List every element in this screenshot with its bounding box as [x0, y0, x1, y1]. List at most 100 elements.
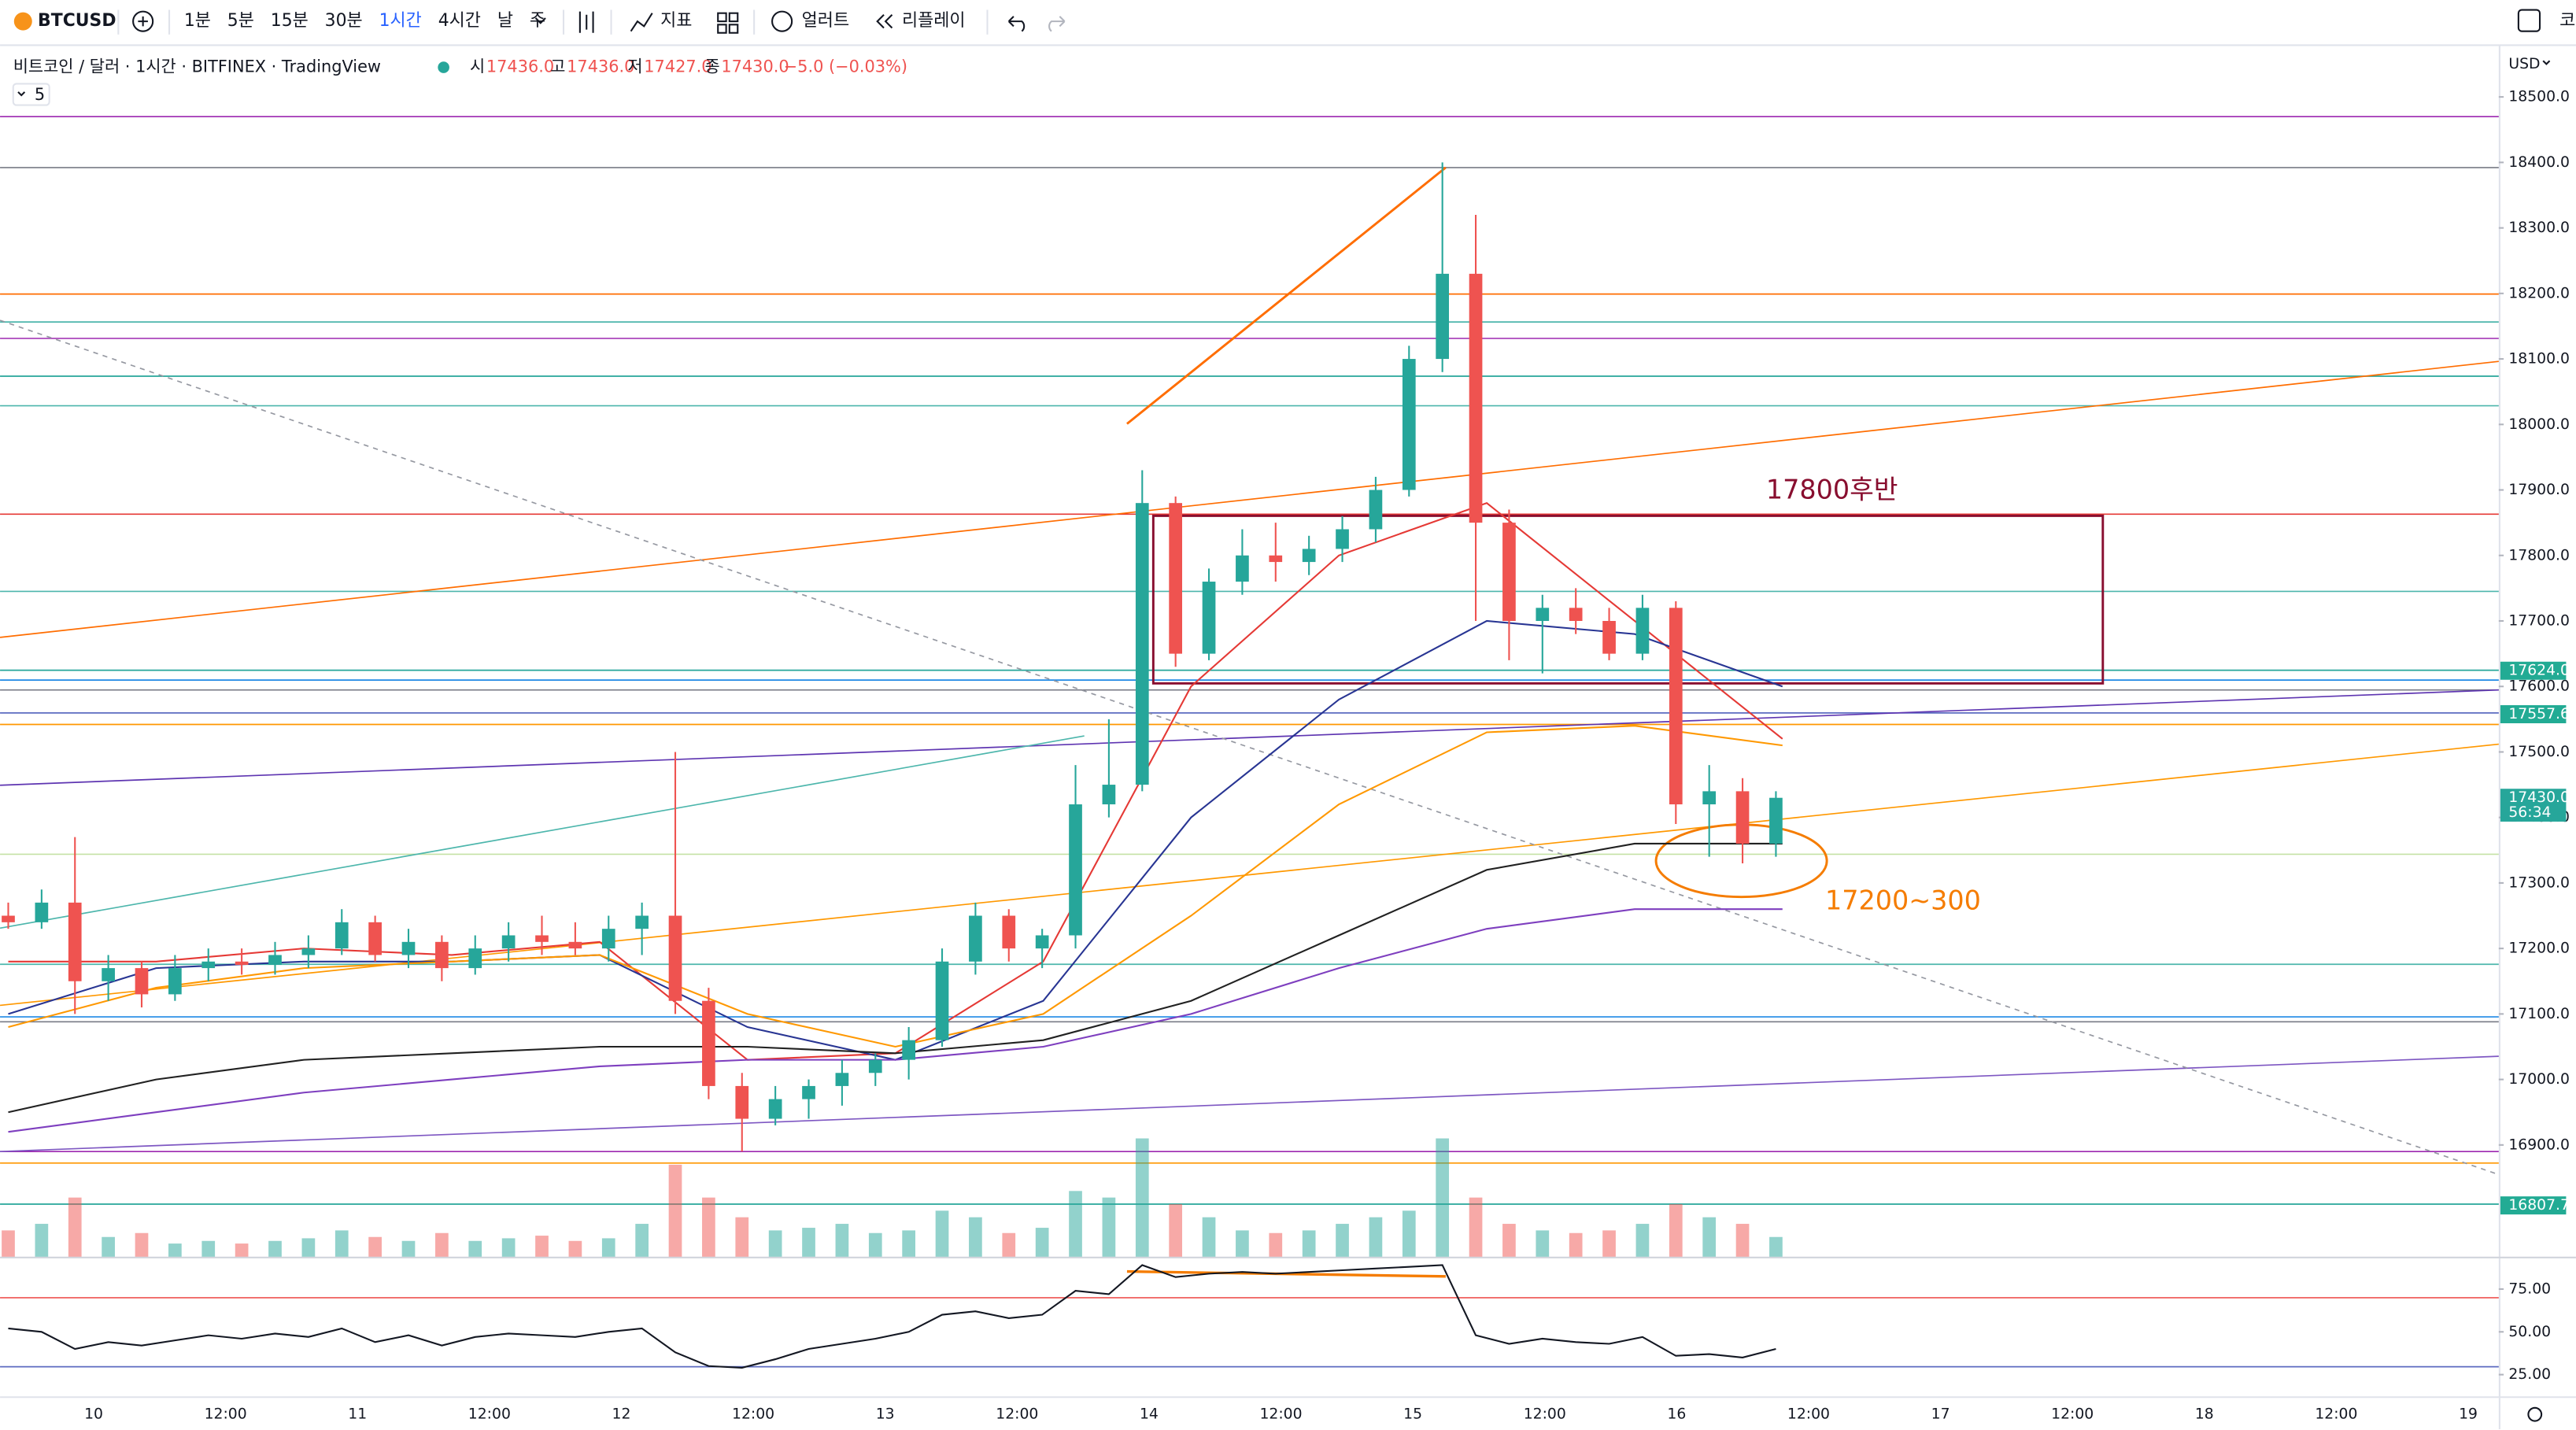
interval-button[interactable]: 1분	[184, 11, 211, 31]
volume-bar	[1669, 1203, 1683, 1257]
interval-group: 1분 5분 15분 30분 1시간 4시간 날 주	[184, 11, 545, 31]
candle-body	[1436, 273, 1450, 360]
x-tick-label: 12:00	[205, 1406, 247, 1423]
y-tick-label: 75.00	[2508, 1280, 2551, 1297]
candle-body	[1302, 549, 1316, 563]
volume-bar	[1402, 1210, 1416, 1257]
candle-body	[1769, 797, 1783, 844]
y-tick-label: 18500.0	[2508, 89, 2570, 105]
candle-body	[601, 929, 615, 949]
volume-bar	[835, 1224, 849, 1257]
price-tag-label: 17557.6	[2508, 706, 2570, 722]
candle-body	[1502, 523, 1516, 621]
volume-bar	[1569, 1232, 1583, 1257]
candle-body	[1569, 608, 1583, 621]
price-tag	[2500, 1196, 2567, 1215]
legend-label: 종	[705, 57, 720, 76]
legend-label: 고	[550, 57, 565, 76]
volume-bar	[501, 1238, 516, 1257]
legend-title: 비트코인 / 달러 · 1시간 · BITFINEX · TradingView	[13, 57, 381, 76]
replay-icon	[876, 14, 893, 29]
candle-body	[668, 915, 682, 1001]
candle-body	[1069, 804, 1082, 936]
x-tick-label: 12:00	[732, 1406, 774, 1423]
volume-bar	[1536, 1230, 1550, 1257]
candle-body	[1269, 555, 1283, 563]
trend-line	[1126, 166, 1447, 425]
symbol[interactable]: BTCUSD	[38, 11, 116, 31]
candle-body	[1536, 608, 1550, 621]
y-tick-label: 18200.0	[2508, 285, 2570, 301]
moving-average	[8, 619, 1783, 1061]
symbol-icon	[13, 12, 32, 31]
candle-body	[635, 915, 649, 929]
chart-type[interactable]	[578, 11, 594, 33]
alert-button[interactable]: 얼러트	[802, 11, 849, 31]
legend-value: 17427.0	[644, 57, 711, 76]
volume-bar	[201, 1240, 216, 1257]
volume-bar	[268, 1240, 282, 1257]
interval-dropdown[interactable]	[534, 17, 546, 24]
y-tick-label: 17900.0	[2508, 482, 2570, 498]
interval-button[interactable]: 4시간	[438, 11, 481, 31]
candle-body	[1669, 608, 1683, 805]
volume-bar	[668, 1164, 682, 1257]
candle-body	[1635, 608, 1650, 654]
interval-button[interactable]: 1시간	[379, 11, 422, 31]
candle-body	[702, 1000, 715, 1086]
y-tick-label: 17300.0	[2508, 874, 2570, 891]
y-tick-label: 18400.0	[2508, 154, 2570, 171]
candle-body	[201, 961, 216, 969]
candle-body	[902, 1040, 915, 1060]
volume-bar	[1769, 1236, 1783, 1257]
volume-bar	[468, 1240, 482, 1257]
interval-button[interactable]: 30분	[325, 11, 363, 31]
x-tick-label: 12:00	[468, 1406, 511, 1423]
volume-bar	[35, 1224, 49, 1257]
candle-body	[1402, 359, 1416, 490]
interval-button[interactable]: 15분	[271, 11, 309, 31]
volume-bar	[635, 1224, 649, 1257]
fullscreen[interactable]	[2517, 9, 2541, 32]
toolbar-cut: 코	[2559, 11, 2575, 31]
x-tick-label: 18	[2195, 1406, 2214, 1423]
collapse-button[interactable]	[12, 83, 50, 106]
templates-icon[interactable]	[717, 12, 727, 23]
price-tag	[2500, 661, 2567, 680]
volume-bar	[568, 1240, 582, 1257]
toolbar	[0, 0, 2576, 45]
candle-body	[401, 941, 416, 955]
redo[interactable]	[1048, 16, 1066, 32]
x-tick-label: 10	[84, 1406, 103, 1423]
interval-button[interactable]: 날	[497, 11, 513, 31]
price-tag	[2500, 705, 2567, 723]
currency-dropdown[interactable]	[2542, 60, 2551, 65]
y-tick-label: 50.00	[2508, 1324, 2551, 1340]
volume-bar	[1035, 1228, 1049, 1257]
replay-button[interactable]: 리플레이	[902, 11, 966, 31]
indicators-icon	[630, 13, 653, 32]
volume-bar	[1502, 1224, 1516, 1257]
volume-bar	[601, 1238, 615, 1257]
volume-bar	[235, 1243, 249, 1257]
settings[interactable]	[2527, 1406, 2543, 1422]
candle-body	[501, 935, 516, 949]
x-tick-label: 11	[348, 1406, 367, 1423]
indicators-button[interactable]: 지표	[660, 11, 692, 31]
currency: USD	[2508, 56, 2540, 72]
volume-bar	[768, 1230, 782, 1257]
volume-bar	[1302, 1230, 1316, 1257]
legend-label: 저	[627, 57, 642, 76]
candle-body	[835, 1073, 849, 1086]
volume-bar	[401, 1240, 416, 1257]
volume-bar	[368, 1236, 382, 1257]
add-symbol[interactable]	[132, 10, 154, 32]
volume-bar	[1102, 1197, 1116, 1257]
x-tick-label: 19	[2459, 1406, 2478, 1423]
y-tick-label: 18100.0	[2508, 351, 2570, 368]
x-tick-label: 12:00	[996, 1406, 1038, 1423]
rsi-line	[8, 1264, 1776, 1369]
volume-bar	[935, 1210, 949, 1257]
undo[interactable]	[1007, 16, 1026, 32]
interval-button[interactable]: 5분	[227, 11, 254, 31]
